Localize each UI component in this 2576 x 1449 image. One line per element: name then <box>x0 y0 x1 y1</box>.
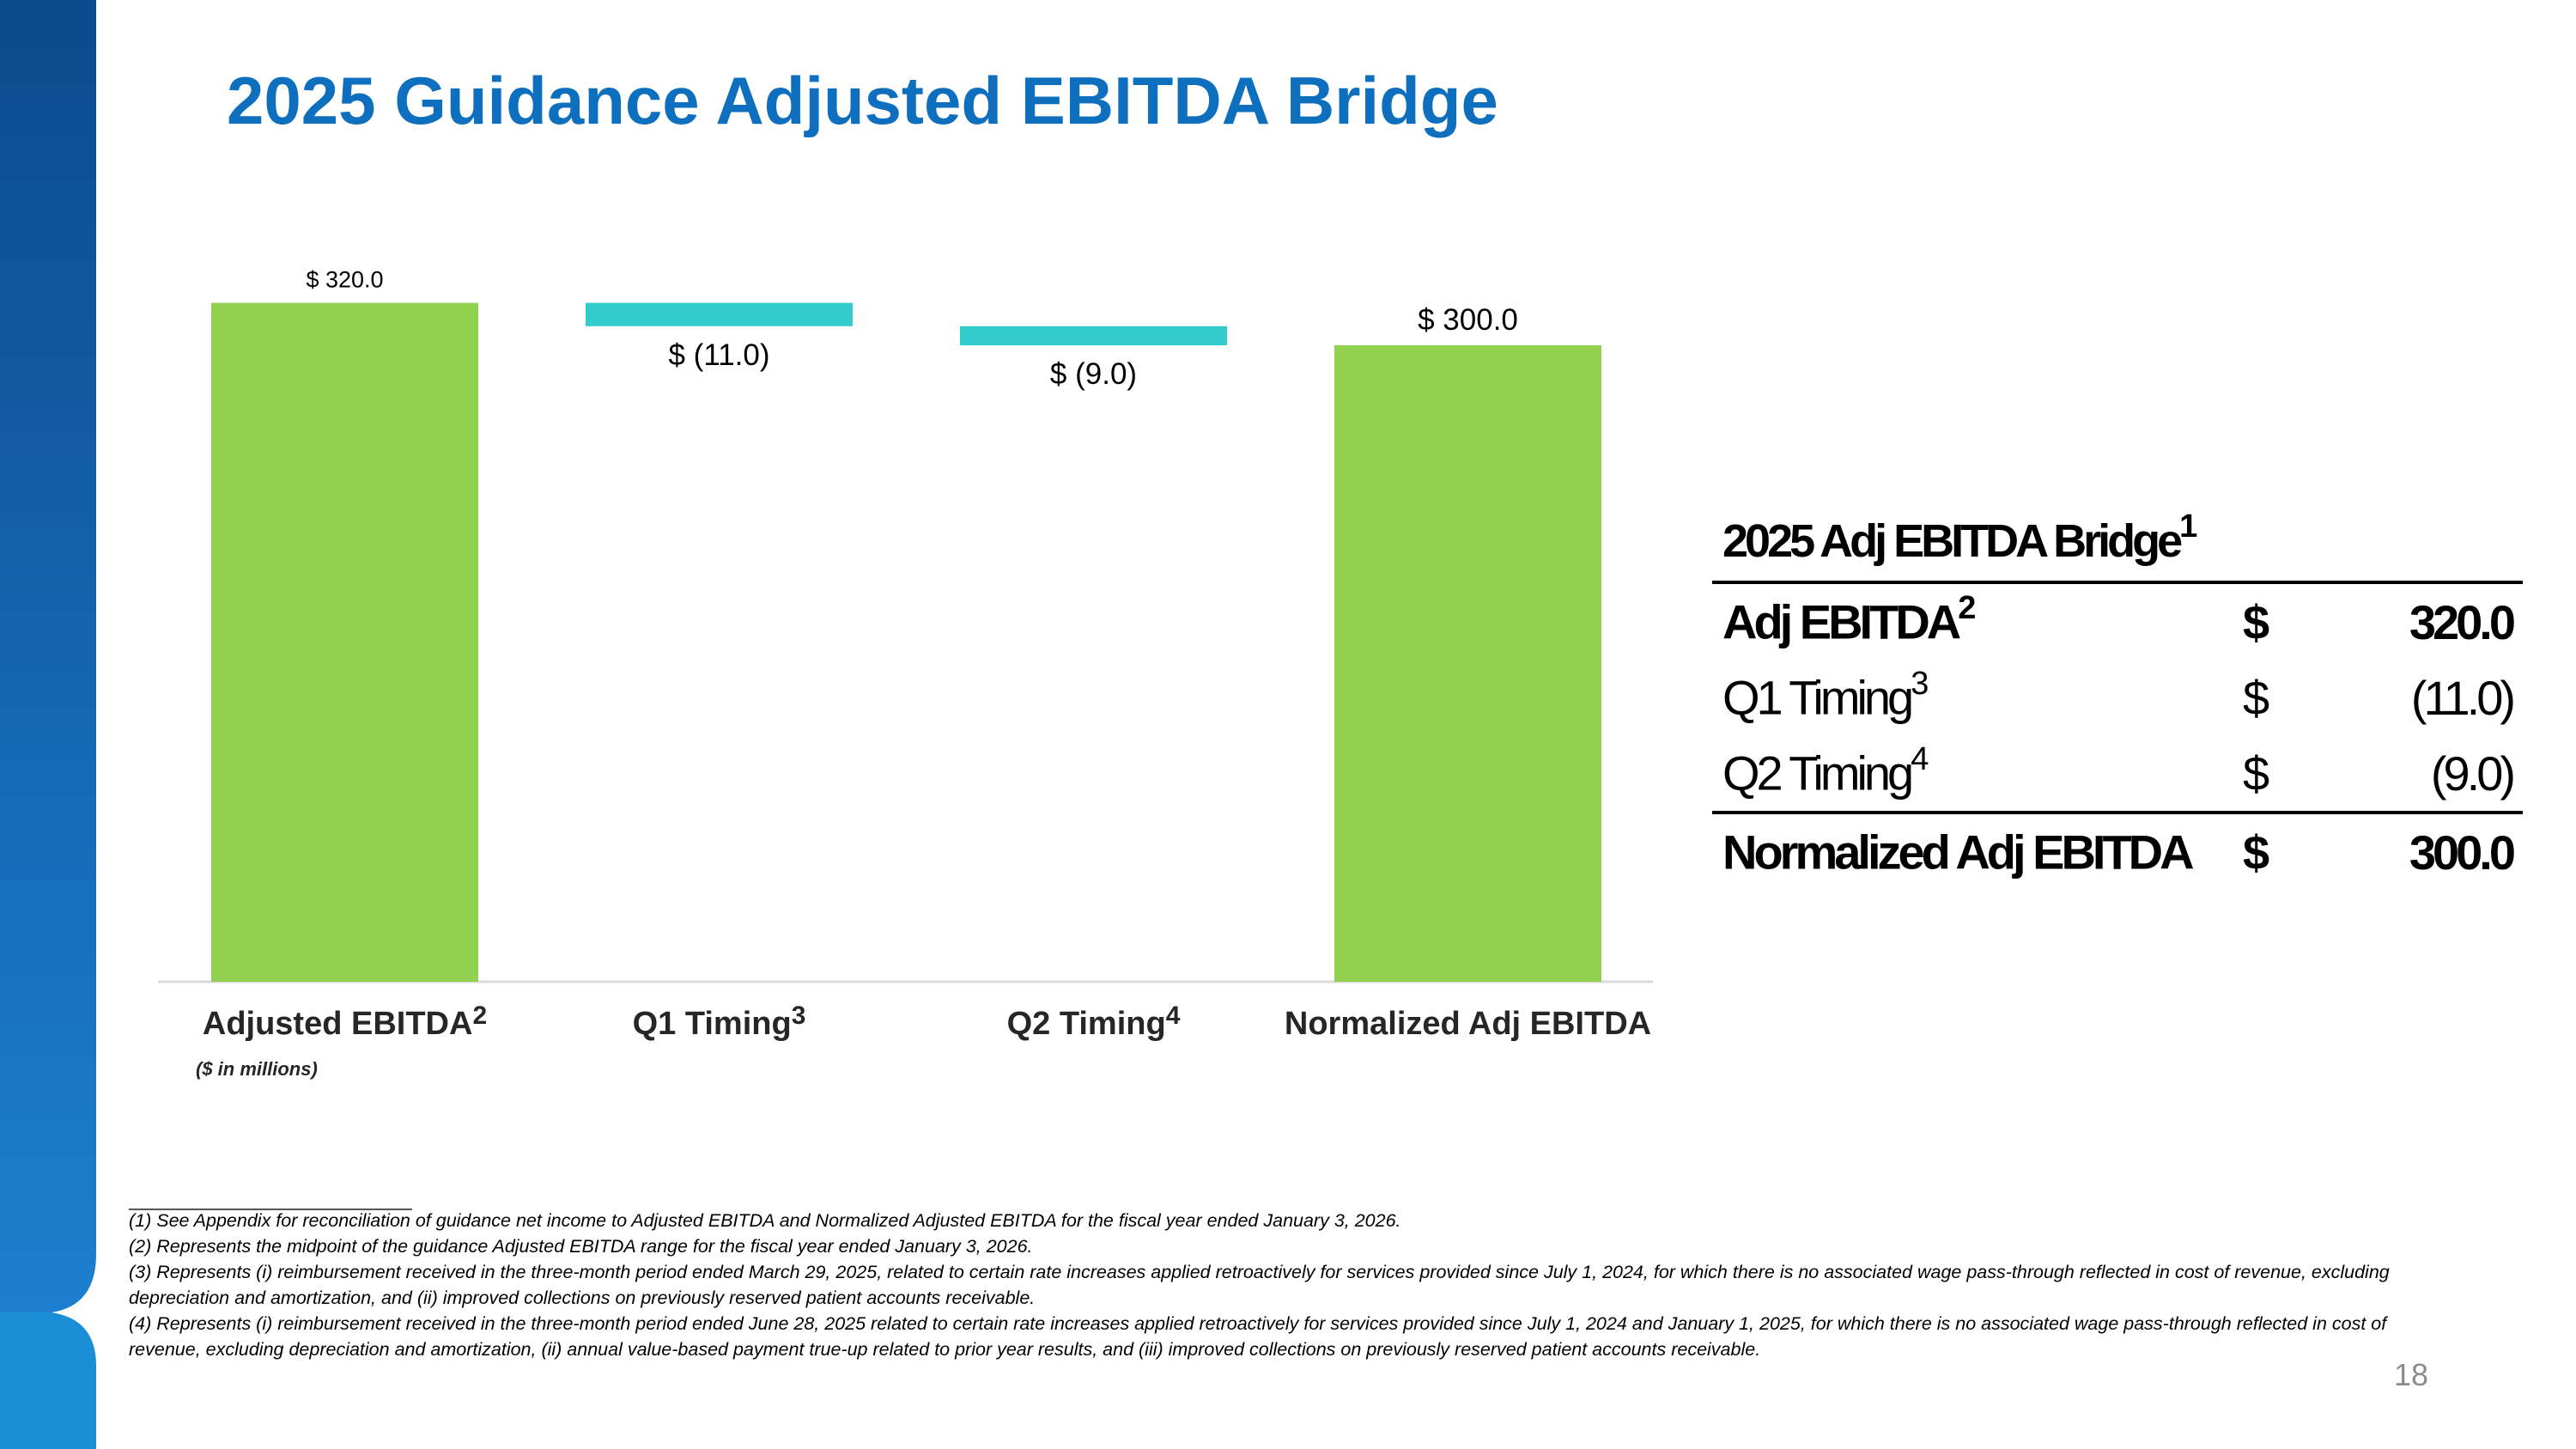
bar-q1-timing <box>586 302 853 326</box>
category-label: Normalized Adj EBITDA <box>1285 1006 1651 1042</box>
bridge-table: 2025 Adj EBITDA Bridge1 Adj EBITDA2 $ 32… <box>1712 498 2523 890</box>
category-label: Adjusted EBITDA2 <box>203 1002 487 1042</box>
table-title: 2025 Adj EBITDA Bridge1 <box>1712 498 2523 584</box>
sidebar-decoration <box>0 0 96 1449</box>
row-label: Q2 Timing4 <box>1722 741 1929 801</box>
bar-adjusted-ebitda <box>211 302 478 983</box>
row-currency: $ <box>2243 746 2269 801</box>
waterfall-chart: $ 320.0 Adjusted EBITDA2 $ (11.0) Q1 Timing… <box>158 267 1653 1080</box>
table-row-q1-timing: Q1 Timing3 $ (11.0) <box>1712 660 2523 735</box>
footnote-1: (1) See Appendix for reconciliation of g… <box>129 1210 1401 1231</box>
row-value: 320.0 <box>2409 594 2516 649</box>
category-label: Q1 Timing3 <box>633 1002 806 1042</box>
row-currency: $ <box>2243 670 2269 725</box>
page-number: 18 <box>2394 1357 2429 1392</box>
data-label: $ 320.0 <box>306 267 383 293</box>
category-superscript: 4 <box>1166 1002 1181 1030</box>
row-currency: $ <box>2233 811 2330 890</box>
bar-q2-timing <box>960 326 1227 345</box>
table-row-normalized-adj-ebitda: Normalized Adj EBITDA $ 300.0 <box>1712 811 2523 890</box>
category-label: Q2 Timing4 <box>1007 1002 1181 1042</box>
row-value: 300.0 <box>2330 811 2523 890</box>
table-row-q2-timing: Q2 Timing4 $ (9.0) <box>1712 735 2523 813</box>
footnote-4: (4) Represents (i) reimbursement receive… <box>129 1313 2387 1360</box>
table-header-row: 2025 Adj EBITDA Bridge1 <box>1712 498 2523 584</box>
row-value: (9.0) <box>2430 746 2516 801</box>
page-title: 2025 Guidance Adjusted EBITDA Bridge <box>227 63 1498 138</box>
footnote-divider <box>129 1209 412 1210</box>
table-row-adj-ebitda: Adj EBITDA2 $ 320.0 <box>1712 582 2523 660</box>
row-value: (11.0) <box>2410 670 2516 725</box>
category-superscript: 3 <box>792 1002 806 1030</box>
footnotes: (1) See Appendix for reconciliation of g… <box>129 1208 2396 1362</box>
row-label: Normalized Adj EBITDA <box>1712 811 2233 890</box>
row-label: Q1 Timing3 <box>1722 666 1929 725</box>
data-label: $ 300.0 <box>1418 303 1518 337</box>
row-label: Adj EBITDA2 <box>1722 590 1977 649</box>
unit-note: ($ in millions) <box>196 1058 318 1080</box>
bar-normalized-adj-ebitda <box>1334 345 1601 982</box>
row-currency: $ <box>2243 594 2269 649</box>
category-superscript: 2 <box>472 1002 487 1030</box>
footnote-2: (2) Represents the midpoint of the guida… <box>129 1236 1033 1257</box>
footnote-3: (3) Represents (i) reimbursement receive… <box>129 1262 2390 1308</box>
data-label: $ (9.0) <box>1050 357 1137 391</box>
data-label: $ (11.0) <box>668 338 769 372</box>
